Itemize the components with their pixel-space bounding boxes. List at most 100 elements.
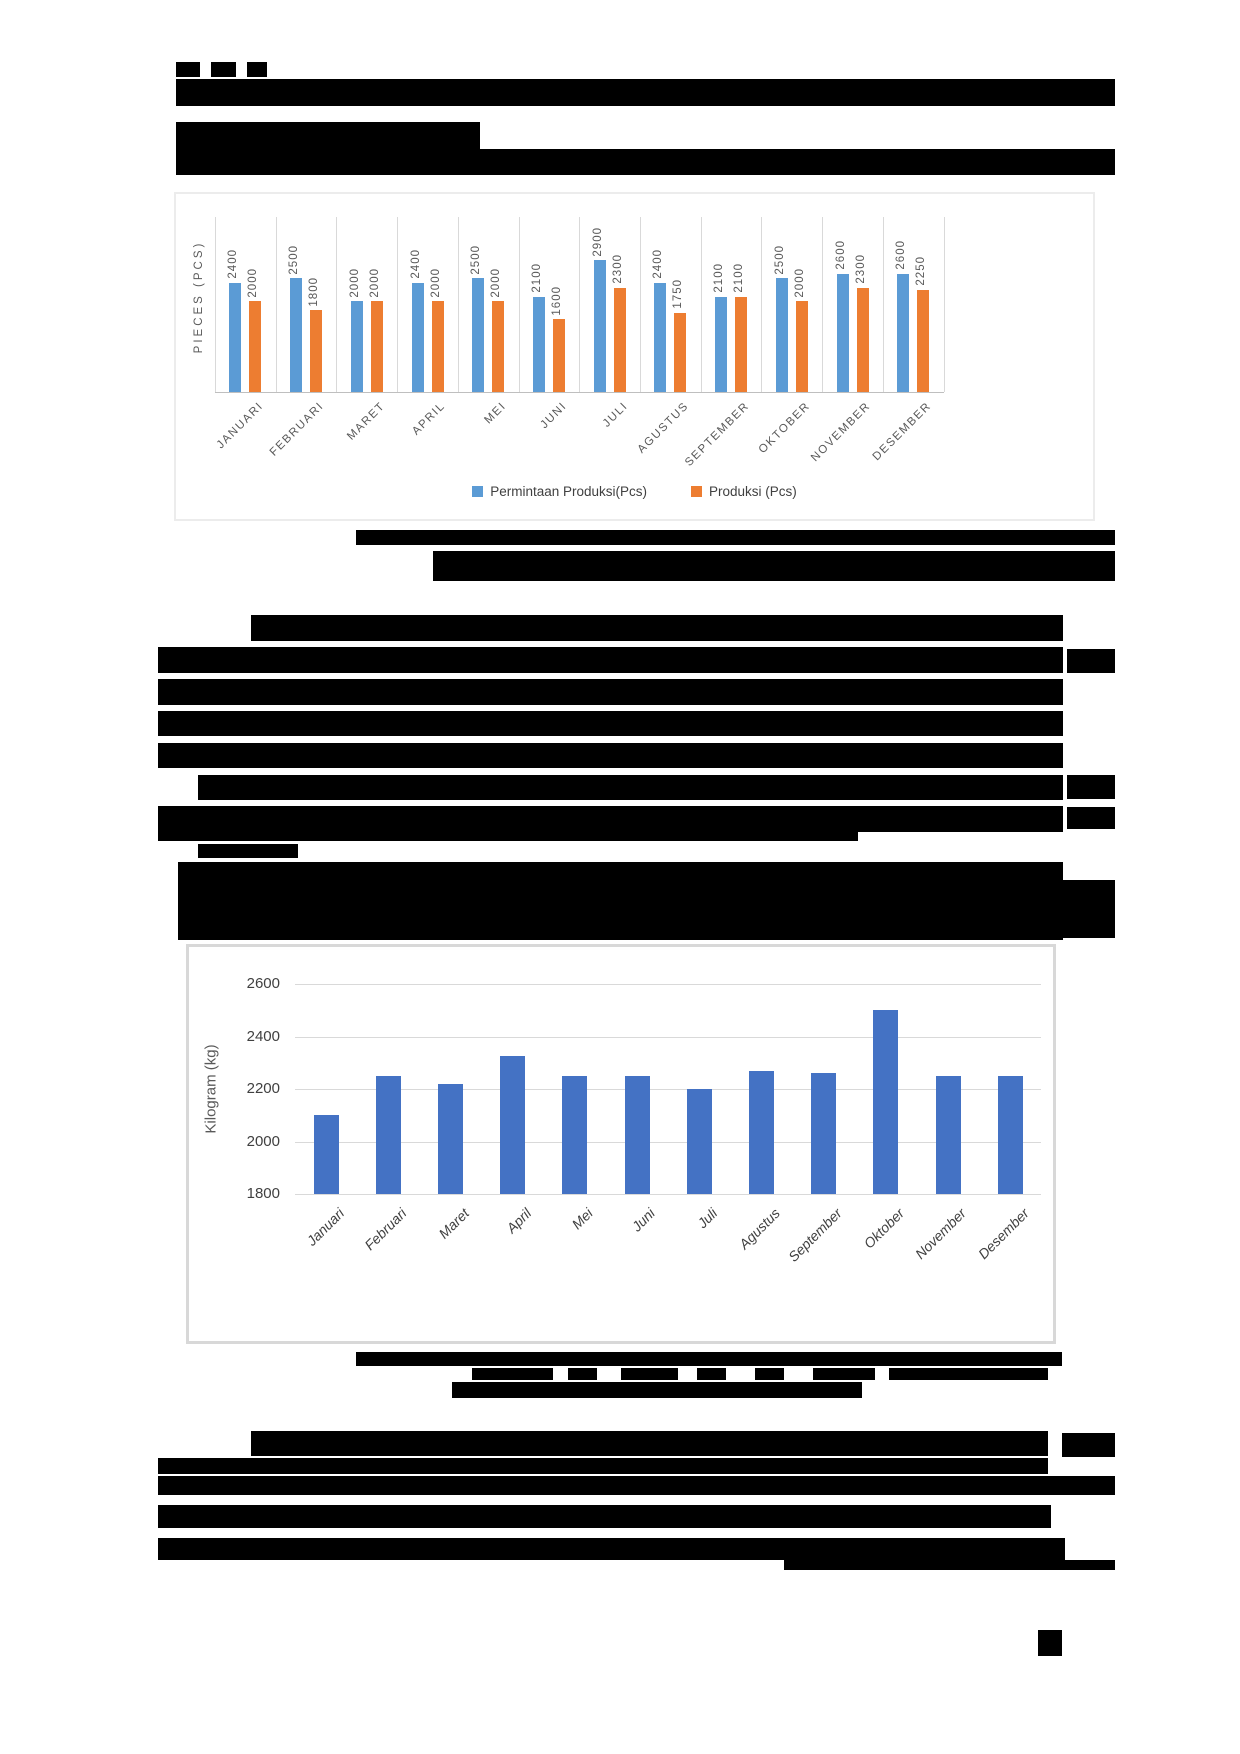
chart1-value-label: 2500 xyxy=(470,244,483,275)
chart2-month-label: Januari xyxy=(303,1205,348,1249)
category-separator-line xyxy=(518,217,520,392)
redacted-text-bar xyxy=(158,1476,1115,1495)
chart1-bar-produksi xyxy=(492,301,505,392)
chart2-month-label: Februari xyxy=(361,1205,410,1254)
chart2-month-label: Juli xyxy=(694,1205,721,1232)
category-separator-line xyxy=(215,217,216,392)
chart1-bar-produksi xyxy=(735,296,748,392)
chart1-month-label: NOVEMBER xyxy=(808,400,874,465)
chart2-month-label: Desember xyxy=(974,1205,1032,1262)
redacted-text-bar xyxy=(251,615,1063,641)
redacted-text-bar xyxy=(1067,807,1115,829)
chart1-value-label: 2000 xyxy=(368,267,381,298)
chart1-month-label: FEBRUARI xyxy=(267,400,327,459)
chart2-month-label: September xyxy=(785,1205,845,1265)
chart-permintaan-vs-produksi: PIECES (PCS) 2400 2000 JANUARI 2500 1800 FEBR… xyxy=(174,192,1095,521)
redacted-text-bar xyxy=(158,832,858,841)
chart2-month-label: Agustus xyxy=(735,1205,783,1253)
legend-item-produksi: Produksi (Pcs) xyxy=(691,484,797,499)
chart1-bar-produksi xyxy=(431,301,444,392)
legend-label-produksi: Produksi (Pcs) xyxy=(709,484,797,499)
y-tick-label: 2600 xyxy=(246,975,280,992)
redacted-text-bar xyxy=(568,1368,597,1380)
redacted-text-bar xyxy=(176,122,480,149)
chart2-bar xyxy=(562,1075,588,1194)
category-separator-line xyxy=(822,217,824,392)
chart1-month-label: JULI xyxy=(600,400,631,430)
redacted-text-bar xyxy=(158,711,1063,736)
chart1-bar-produksi xyxy=(674,312,687,392)
chart2-bar xyxy=(997,1075,1023,1194)
category-separator-line xyxy=(761,217,763,392)
redacted-text-bar xyxy=(198,775,1063,800)
redacted-text-bar xyxy=(621,1368,678,1380)
chart1-value-label: 2400 xyxy=(652,249,665,280)
category-separator-line xyxy=(700,217,702,392)
chart1-bar-permintaan xyxy=(350,301,363,392)
gridline xyxy=(295,1089,1041,1090)
chart1-bar-produksi xyxy=(249,301,262,392)
chart1-bar-permintaan xyxy=(472,278,485,392)
chart1-bar-permintaan xyxy=(411,283,424,392)
chart-kilogram: Kilogram (kg) 2600 2400 2200 2000 1800 Januar… xyxy=(186,944,1056,1344)
category-separator-line xyxy=(457,217,459,392)
chart1-month-label: DESEMBER xyxy=(870,400,934,464)
chart1-value-label: 1600 xyxy=(550,285,563,316)
legend-swatch-orange xyxy=(691,486,703,497)
chart1-value-label: 2000 xyxy=(490,267,503,298)
redacted-text-bar xyxy=(211,62,236,77)
redacted-text-bar xyxy=(452,1382,862,1398)
redacted-text-bar xyxy=(889,1368,1048,1380)
redacted-text-bar xyxy=(697,1368,726,1380)
redacted-text-bar xyxy=(176,79,1115,106)
legend-label-permintaan: Permintaan Produksi(Pcs) xyxy=(490,484,648,499)
chart1-value-label: 2000 xyxy=(247,267,260,298)
chart1-bar-permintaan xyxy=(229,283,242,392)
redacted-text-bar xyxy=(1038,1630,1062,1656)
redacted-text-bar xyxy=(472,1368,553,1380)
redacted-text-bar xyxy=(433,551,1115,581)
chart2-bar xyxy=(686,1089,712,1194)
y-tick-label: 2000 xyxy=(246,1132,280,1150)
chart1-bar-permintaan xyxy=(836,273,849,392)
redacted-text-bar xyxy=(784,1560,1115,1570)
redacted-text-bar xyxy=(158,1505,1051,1528)
chart1-month-label: MARET xyxy=(344,400,388,443)
redacted-text-bar xyxy=(178,862,1063,940)
chart1-value-label: 2000 xyxy=(348,267,361,298)
redacted-text-bar xyxy=(247,62,267,77)
chart1-value-label: 2100 xyxy=(733,263,746,293)
chart1-bar-permintaan xyxy=(654,283,667,392)
chart1-bar-permintaan xyxy=(715,296,728,392)
chart1-value-label: 1800 xyxy=(308,276,321,307)
category-separator-line xyxy=(640,217,642,392)
chart1-bar-permintaan xyxy=(593,260,606,392)
chart1-value-label: 2100 xyxy=(713,263,726,293)
x-axis-line xyxy=(215,392,944,393)
chart1-value-label: 2000 xyxy=(429,267,442,298)
chart1-bar-produksi xyxy=(552,319,565,392)
category-separator-line xyxy=(336,217,338,392)
redacted-text-bar xyxy=(158,743,1063,768)
chart2-bar xyxy=(748,1070,774,1194)
chart1-bar-produksi xyxy=(613,287,626,392)
gridline xyxy=(295,984,1041,985)
redacted-text-bar xyxy=(356,1352,1062,1366)
redacted-text-bar xyxy=(158,647,1063,673)
chart2-month-label: Mei xyxy=(568,1205,597,1233)
gridline xyxy=(295,1036,1041,1038)
chart2-bar xyxy=(437,1083,463,1194)
chart2-month-label: April xyxy=(502,1205,534,1237)
chart1-value-label: 2250 xyxy=(915,256,928,286)
category-separator-line xyxy=(943,217,945,392)
redacted-text-bar xyxy=(158,1538,1065,1560)
chart2-month-label: Juni xyxy=(628,1205,659,1235)
chart1-value-label: 2300 xyxy=(854,253,867,284)
category-separator-line xyxy=(882,217,884,392)
redacted-text-bar xyxy=(1063,880,1115,938)
chart2-month-label: November xyxy=(912,1205,970,1262)
chart2-bar xyxy=(313,1115,339,1194)
chart1-value-label: 2900 xyxy=(591,226,604,257)
chart2-month-label: Maret xyxy=(435,1205,472,1242)
chart1-value-label: 2400 xyxy=(227,249,240,280)
